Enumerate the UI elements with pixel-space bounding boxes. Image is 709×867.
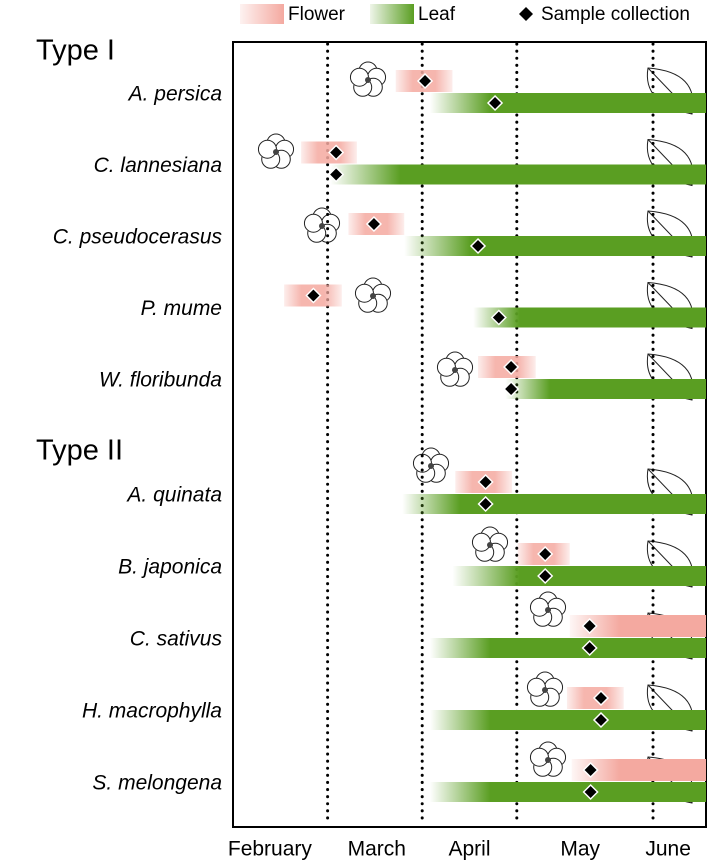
legend-label: Leaf	[418, 4, 456, 25]
sample-marker	[537, 567, 554, 585]
group-heading: Type II	[36, 435, 123, 467]
month-label: May	[560, 838, 600, 861]
sample-marker	[477, 495, 494, 513]
leaf-bar	[473, 307, 706, 328]
sample-marker	[365, 215, 383, 233]
sample-marker	[477, 473, 494, 491]
sample-marker	[486, 94, 504, 112]
species-label: B. japonica	[118, 556, 222, 579]
sample-marker	[490, 309, 507, 326]
sample-marker	[469, 237, 487, 255]
species-label: C. sativus	[130, 628, 223, 651]
sample-marker	[416, 72, 434, 90]
plot-frame	[232, 41, 707, 828]
sample-marker	[503, 358, 520, 376]
leaf-bar	[330, 164, 706, 185]
species-label: C. lannesiana	[94, 154, 222, 177]
flower-illustration	[365, 77, 371, 83]
flower-illustration	[487, 542, 493, 548]
flower-illustration	[542, 687, 548, 693]
flower-illustration	[319, 223, 325, 229]
sample-marker	[582, 783, 599, 801]
month-label: June	[645, 838, 691, 861]
month-label: February	[228, 838, 313, 861]
flower-illustration	[436, 357, 456, 377]
species-label: P. mume	[141, 297, 222, 320]
group-heading: Type I	[36, 35, 115, 67]
species-label: A. persica	[127, 83, 222, 106]
month-label: April	[448, 838, 490, 861]
flower-illustration	[471, 532, 491, 552]
flower-illustration	[354, 283, 374, 303]
flower-illustration	[529, 597, 549, 617]
sample-marker	[582, 761, 599, 779]
leaf-bar	[452, 566, 706, 586]
month-label: March	[348, 838, 406, 861]
sample-marker	[537, 545, 554, 563]
flower-illustration	[452, 367, 458, 373]
legend-leaf-swatch	[370, 4, 414, 24]
legend-label: Flower	[288, 4, 346, 25]
leaf-bar	[429, 93, 706, 113]
flower-illustration	[273, 149, 279, 155]
leaf-bar	[429, 782, 706, 802]
sample-marker	[592, 689, 610, 707]
sample-marker	[581, 617, 598, 635]
flower-illustration	[303, 213, 323, 233]
leaf-bar	[429, 638, 706, 658]
species-label: C. pseudocerasus	[53, 226, 223, 249]
leaf-bar	[505, 379, 706, 399]
leaf-bar	[404, 236, 706, 256]
sample-marker	[328, 144, 345, 161]
flower-illustration	[545, 607, 551, 613]
flower-illustration	[428, 463, 434, 469]
species-label: A. quinata	[125, 484, 222, 507]
flower-bar	[571, 759, 706, 781]
flower-illustration	[529, 747, 549, 767]
leaf-bar	[402, 494, 706, 514]
species-label: H. macrophylla	[82, 700, 222, 723]
flower-illustration	[526, 677, 546, 697]
legend-label: Sample collection	[541, 4, 690, 25]
flower-illustration	[545, 757, 551, 763]
leaf-bar	[429, 710, 706, 730]
sample-marker	[592, 711, 610, 729]
sample-marker	[305, 287, 322, 304]
flower-illustration	[257, 139, 277, 159]
legend-sample-marker	[519, 7, 533, 21]
flower-illustration	[370, 293, 376, 299]
sample-marker	[503, 380, 520, 398]
species-label: S. melongena	[92, 772, 222, 795]
legend-flower-swatch	[240, 4, 284, 24]
species-label: W. floribunda	[99, 369, 222, 392]
flower-illustration	[349, 67, 369, 87]
flower-bar	[569, 615, 706, 637]
sample-marker	[328, 166, 345, 183]
sample-marker	[581, 639, 598, 657]
